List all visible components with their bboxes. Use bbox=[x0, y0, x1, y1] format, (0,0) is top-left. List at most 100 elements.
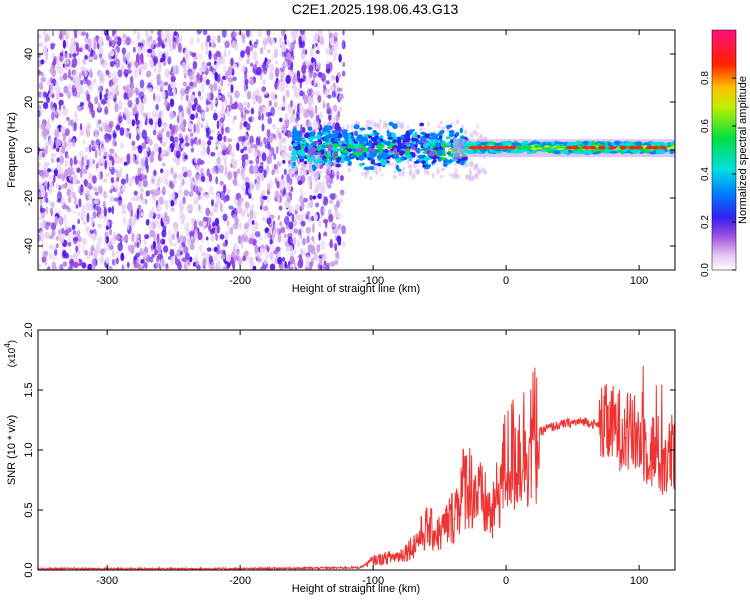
spectrogram-cell bbox=[313, 119, 318, 128]
spectrogram-cell bbox=[299, 194, 304, 205]
spectrogram-cell bbox=[266, 34, 272, 44]
spectrogram-cell bbox=[297, 229, 300, 237]
spectrogram-cell bbox=[100, 248, 105, 256]
spectrogram-cell bbox=[40, 90, 43, 99]
spectrogram-cell bbox=[133, 261, 139, 269]
spectrogram-cell bbox=[130, 196, 136, 202]
spectrogram-cell bbox=[377, 144, 385, 149]
spectrogram-cell bbox=[64, 141, 68, 149]
spectrogram-cell bbox=[329, 36, 335, 46]
spectrogram-cell bbox=[356, 136, 362, 142]
spectrogram-cell bbox=[107, 265, 113, 270]
spectrogram-cell bbox=[119, 127, 125, 136]
spectrogram-cell bbox=[377, 154, 383, 160]
spectrogram-cell bbox=[98, 53, 103, 59]
spectrogram-cell bbox=[105, 225, 109, 231]
spectrogram-cell bbox=[190, 231, 195, 237]
spectrogram-cell bbox=[293, 249, 297, 254]
spectrogram-cell bbox=[338, 198, 344, 205]
spectrogram-cell bbox=[334, 173, 338, 177]
spectrogram-cell bbox=[216, 260, 221, 268]
spectrogram-cell bbox=[233, 242, 238, 251]
spectrogram-cell bbox=[258, 165, 264, 174]
spectrogram-cell bbox=[236, 142, 240, 152]
spectrogram-cell bbox=[325, 80, 330, 85]
spectrogram-cell bbox=[323, 260, 327, 265]
spectrogram-cell bbox=[299, 248, 303, 254]
spectrogram-cell bbox=[613, 140, 621, 146]
spectrogram-cell bbox=[81, 246, 86, 253]
spectrogram-cell bbox=[81, 105, 84, 110]
spectrogram-cell bbox=[449, 173, 453, 177]
spectrogram-hotspot bbox=[597, 145, 606, 150]
spectrogram-cell bbox=[401, 167, 406, 171]
spectrogram-cell bbox=[323, 158, 327, 163]
spectrogram-cell bbox=[328, 114, 332, 121]
spectrogram-cell bbox=[212, 221, 216, 227]
spectrogram-cell bbox=[188, 135, 191, 143]
spectrogram-cell bbox=[89, 49, 96, 57]
spectrogram-y-axis-title: Frequency (Hz) bbox=[6, 112, 18, 188]
spectrogram-cell bbox=[58, 92, 64, 98]
spectrogram-cell bbox=[277, 233, 282, 243]
spectrogram-cell bbox=[311, 57, 314, 63]
spectrogram-cell bbox=[140, 259, 145, 264]
spectrogram-cell bbox=[268, 151, 272, 155]
spectrogram-cell bbox=[128, 177, 133, 187]
spectrogram-cell bbox=[38, 182, 42, 187]
spectrogram-cell bbox=[579, 149, 584, 153]
spectrogram-cell bbox=[318, 220, 322, 228]
spectrogram-cell bbox=[285, 223, 289, 229]
spectrogram-cell bbox=[157, 130, 164, 138]
spectrogram-cell bbox=[350, 154, 357, 159]
spectrogram-cell bbox=[72, 138, 76, 148]
spectrogram-cell bbox=[421, 140, 429, 144]
spectrogram-cell bbox=[59, 52, 64, 57]
snr-multiplier: (x104) bbox=[3, 340, 18, 367]
spectrogram-cell bbox=[124, 127, 127, 137]
spectrogram-cell bbox=[335, 163, 341, 168]
spectrogram-cell bbox=[132, 46, 136, 53]
spectrogram-cell bbox=[157, 117, 162, 128]
spectrogram-cell bbox=[395, 164, 400, 171]
spectrogram-cell bbox=[351, 148, 357, 152]
spectrogram-cell bbox=[136, 145, 143, 150]
spectrogram-marks bbox=[38, 30, 675, 270]
spectrogram-cell bbox=[232, 222, 239, 230]
spectrogram-cell bbox=[310, 106, 315, 111]
spectrogram-cell bbox=[267, 49, 270, 54]
spectrogram-cell bbox=[104, 136, 111, 143]
spectrogram-cell bbox=[212, 112, 218, 121]
spectrogram-cell bbox=[232, 63, 237, 68]
spectrogram-cell bbox=[196, 72, 201, 81]
spectrogram-cell bbox=[318, 112, 324, 119]
spectrogram-cell bbox=[481, 167, 484, 172]
spectrogram-cell bbox=[246, 55, 251, 63]
spectrogram-cell bbox=[322, 100, 325, 105]
spectrogram-cell bbox=[129, 217, 132, 225]
spectrogram-cell bbox=[248, 160, 254, 165]
spectrogram-cell bbox=[263, 169, 267, 179]
spectrogram-cell bbox=[185, 51, 189, 61]
spectrogram-cell bbox=[77, 57, 81, 66]
spectrogram-cell bbox=[259, 47, 264, 55]
spectrogram-cell bbox=[114, 258, 117, 267]
spectrogram-cell bbox=[139, 79, 145, 89]
spectrogram-cell bbox=[308, 109, 315, 119]
spectrogram-cell bbox=[146, 136, 150, 143]
spectrogram-cell bbox=[278, 261, 284, 270]
spectrogram-cell bbox=[167, 236, 173, 244]
spectrogram-cell bbox=[38, 42, 43, 48]
spectrogram-cell bbox=[208, 136, 214, 141]
spectrogram-cell bbox=[252, 164, 258, 173]
spectrogram-cell bbox=[276, 227, 280, 235]
spectrogram-cell bbox=[183, 189, 189, 197]
spectrogram-cell bbox=[195, 139, 199, 146]
spectrogram-cell bbox=[322, 254, 328, 262]
spectrogram-cell bbox=[241, 65, 246, 73]
spectrogram-cell bbox=[194, 180, 198, 187]
snr-series-line bbox=[38, 365, 675, 570]
spectrogram-cell bbox=[89, 68, 93, 78]
spectrogram-cell bbox=[476, 168, 482, 174]
spectrogram-cell bbox=[145, 218, 150, 226]
